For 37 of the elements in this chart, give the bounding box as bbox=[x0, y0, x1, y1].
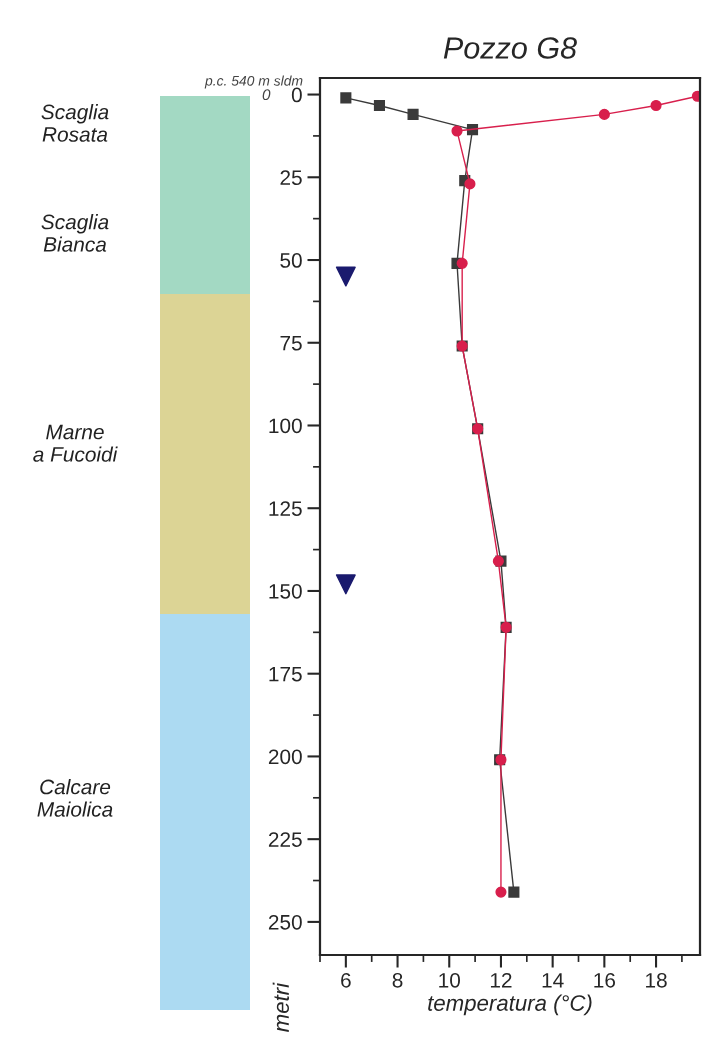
y-tick-label: 75 bbox=[280, 335, 302, 351]
y-tick-label: 175 bbox=[269, 666, 302, 682]
y-tick-label: 100 bbox=[269, 418, 302, 434]
point bbox=[335, 574, 356, 595]
point bbox=[650, 99, 662, 112]
text: Scaglia Bianca bbox=[41, 214, 109, 252]
point bbox=[407, 108, 419, 120]
y-tick-label: 250 bbox=[268, 914, 302, 930]
point bbox=[335, 266, 356, 287]
y-tick-label: 225 bbox=[268, 832, 302, 847]
y-tick-label: 25 bbox=[280, 170, 302, 186]
point bbox=[508, 886, 520, 898]
x-tick-label: 18 bbox=[646, 972, 667, 988]
y-tick-label: 0 bbox=[291, 87, 302, 103]
y-axis-title: metri bbox=[272, 982, 290, 1032]
point bbox=[598, 108, 610, 120]
y-tick-label: 125 bbox=[269, 501, 302, 516]
point bbox=[495, 886, 507, 898]
x-tick-label: 14 bbox=[542, 973, 564, 988]
point bbox=[373, 99, 386, 112]
text: Scaglia Rosata bbox=[41, 104, 109, 142]
x-tick-label: 8 bbox=[392, 972, 403, 988]
y-tick-label: 50 bbox=[280, 253, 302, 268]
x-tick-label: 12 bbox=[490, 972, 512, 988]
chart-title: Pozzo G8 bbox=[443, 37, 577, 59]
point bbox=[340, 92, 352, 104]
text: Marne a Fucoidi bbox=[33, 424, 118, 462]
x-tick-label: 10 bbox=[439, 972, 461, 988]
y-tick-label: 200 bbox=[268, 749, 302, 765]
point bbox=[464, 178, 476, 190]
x-tick-label: 16 bbox=[594, 972, 616, 988]
text: Calcare Maiolica bbox=[37, 779, 113, 817]
x-tick-label: 6 bbox=[341, 972, 351, 988]
point bbox=[456, 257, 468, 269]
x-axis-title: temperatura (°C) bbox=[428, 994, 592, 1016]
point bbox=[451, 125, 463, 137]
y-tick-label: 150 bbox=[269, 583, 302, 599]
